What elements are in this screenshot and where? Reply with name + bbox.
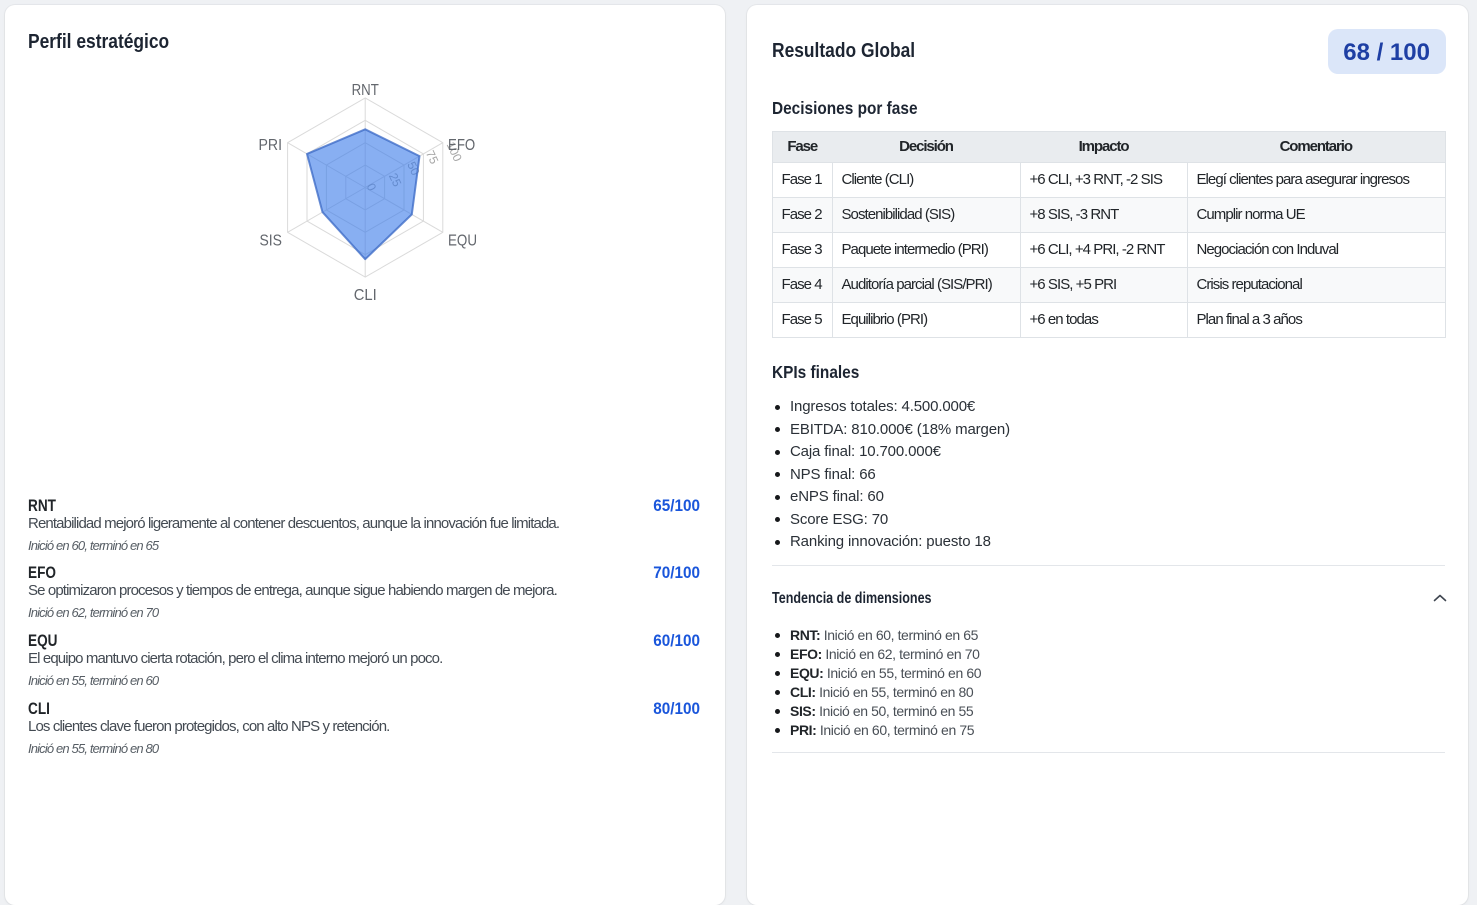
svg-text:RNT: RNT: [352, 82, 379, 99]
svg-text:CLI: CLI: [354, 287, 377, 304]
svg-text:PRI: PRI: [259, 137, 283, 154]
svg-text:EQU: EQU: [448, 233, 477, 250]
svg-text:SIS: SIS: [260, 233, 283, 250]
svg-text:75: 75: [423, 148, 441, 166]
svg-text:EFO: EFO: [448, 137, 475, 154]
